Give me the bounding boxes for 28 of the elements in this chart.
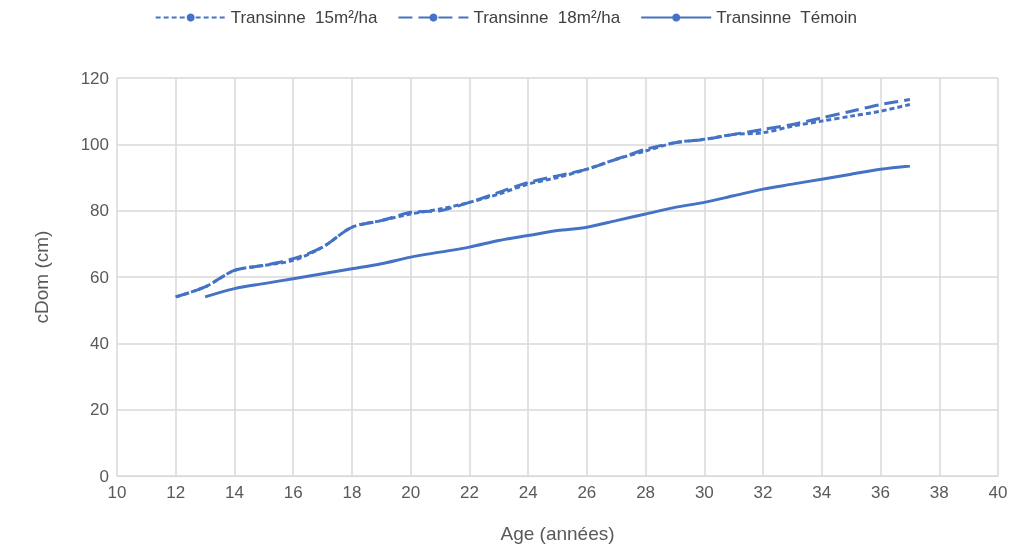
x-tick-label: 38	[929, 483, 949, 502]
y-tick-label: 80	[90, 201, 109, 221]
x-tick-label: 20	[401, 483, 421, 502]
y-tick-label: 100	[80, 134, 109, 154]
legend-label: Transinne Témoin	[716, 8, 858, 27]
y-tick-label: 40	[90, 333, 109, 353]
y-axis-title: cDom (cm)	[31, 230, 52, 324]
x-tick-label: 24	[518, 483, 538, 502]
x-tick-label: 36	[871, 483, 890, 502]
x-axis-title: Age (années)	[500, 523, 615, 544]
x-tick-label: 30	[694, 483, 714, 502]
legend-label: Transinne 18m²/ha	[473, 8, 621, 27]
x-tick-label: 12	[166, 483, 186, 502]
x-tick-label: 18	[342, 483, 362, 502]
x-tick-label: 28	[636, 483, 656, 502]
x-tick-label: 40	[988, 483, 1008, 502]
x-tick-label: 22	[459, 483, 479, 502]
y-tick-label: 120	[80, 68, 109, 88]
x-tick-label: 26	[577, 483, 597, 502]
x-tick-label: 32	[753, 483, 773, 502]
x-tick-label: 34	[812, 483, 832, 502]
x-tick-label: 10	[107, 483, 127, 502]
x-tick-label: 14	[225, 483, 244, 502]
y-tick-label: 0	[99, 466, 109, 486]
x-tick-label: 16	[283, 483, 303, 502]
legend-label: Transinne 15m²/ha	[230, 8, 378, 27]
y-tick-label: 20	[90, 400, 109, 420]
y-tick-label: 60	[90, 267, 109, 287]
